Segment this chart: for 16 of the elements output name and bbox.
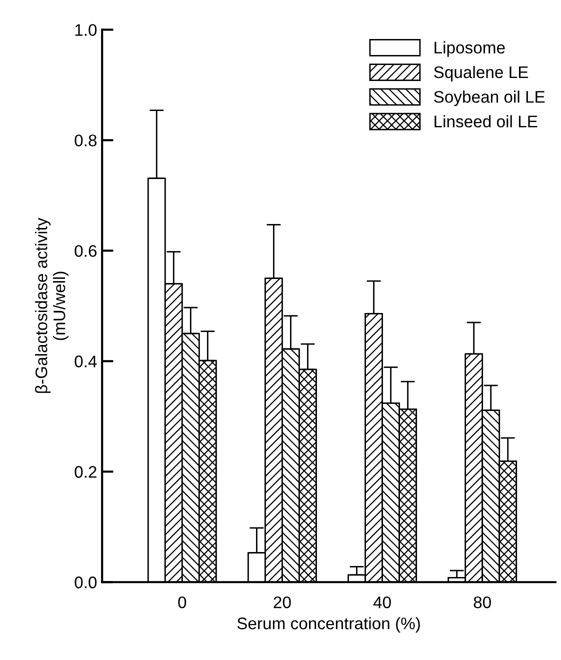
y-tick-label: 1.0 — [75, 24, 97, 36]
y-axis-title: β-Galactosidase activity (mU/well) — [35, 218, 69, 393]
x-tick-label: 80 — [474, 596, 491, 608]
legend-label: Squalene LE — [434, 66, 528, 82]
legend-label: Soybean oil LE — [434, 90, 545, 106]
x-tick-label: 40 — [373, 596, 391, 608]
y-tick-label: 0.0 — [74, 576, 97, 588]
y-tick-label: 0.6 — [74, 245, 97, 257]
y-tick-label: 0.4 — [74, 356, 97, 368]
legend-label: Liposome — [434, 41, 505, 57]
y-tick-label: 0.8 — [74, 134, 97, 146]
legend-label: Linseed oil LE — [434, 115, 538, 128]
y-tick-label: 0.2 — [74, 466, 96, 478]
x-axis-title: Serum concentration (%) — [237, 617, 420, 633]
x-tick-label: 0 — [178, 596, 186, 608]
x-tick-label: 20 — [274, 596, 291, 608]
